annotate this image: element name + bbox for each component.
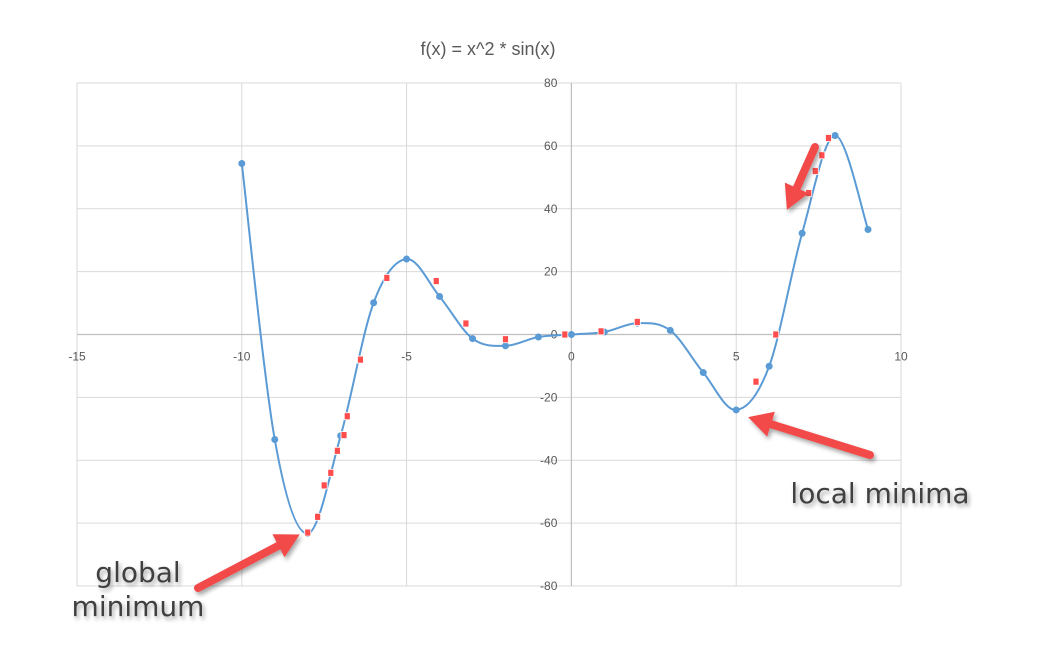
x-tick-label: 5 (733, 350, 740, 364)
data-point (732, 406, 740, 414)
marker-point (314, 512, 322, 521)
y-tick-label: 40 (544, 202, 558, 216)
annotation-label: local minima (790, 477, 969, 510)
y-tick-label: 80 (544, 76, 558, 90)
x-tick-label: -15 (68, 350, 86, 364)
marker-point (304, 528, 312, 537)
data-point (271, 436, 279, 444)
x-tick-label: -10 (233, 350, 251, 364)
data-point (403, 255, 411, 263)
chart-title: f(x) = x^2 * sin(x) (421, 39, 556, 59)
marker-point (597, 327, 605, 336)
x-tick-label: -5 (401, 350, 412, 364)
data-point (798, 229, 806, 237)
x-tick-labels: -15 -10 -5 0 5 10 (68, 350, 908, 364)
y-tick-label: 60 (544, 139, 558, 153)
y-tick-label: -20 (540, 390, 558, 404)
marker-point (357, 355, 364, 364)
annotation-label: global (95, 556, 180, 589)
marker-point (772, 330, 780, 339)
marker-point (462, 319, 470, 328)
annotation-arrow (784, 143, 819, 210)
marker-point (343, 412, 351, 421)
data-point (238, 159, 246, 167)
marker-point (825, 134, 832, 142)
data-point (567, 331, 575, 338)
marker-point (333, 446, 341, 455)
marker-point (818, 151, 826, 160)
marker-point (633, 318, 641, 326)
marker-point (320, 481, 328, 490)
data-point (370, 299, 378, 307)
data-point (501, 342, 509, 350)
data-point (436, 292, 444, 300)
marker-point (383, 274, 391, 282)
marker-point (752, 377, 760, 386)
marker-point (327, 468, 335, 477)
y-tick-label: 20 (544, 265, 558, 279)
x-tick-label: 10 (894, 350, 908, 364)
data-point (469, 335, 477, 343)
data-point (699, 369, 707, 377)
x-tick-label: 0 (568, 350, 575, 364)
marker-point (502, 335, 509, 344)
annotation-label: minimum (72, 590, 205, 623)
data-point (831, 132, 839, 140)
marker-point (340, 431, 348, 440)
series-layer (238, 132, 872, 537)
data-point (864, 225, 872, 233)
marker-point (811, 167, 819, 175)
annotation-arrow (748, 411, 874, 459)
marker-point (432, 277, 440, 285)
y-tick-label: -60 (540, 516, 558, 530)
data-point (534, 333, 542, 341)
y-tick-label: -40 (540, 453, 558, 467)
annotation-arrow (194, 534, 300, 592)
data-point (666, 326, 674, 334)
y-tick-label: -80 (540, 579, 558, 593)
marker-point (561, 330, 569, 339)
data-point (765, 362, 773, 370)
